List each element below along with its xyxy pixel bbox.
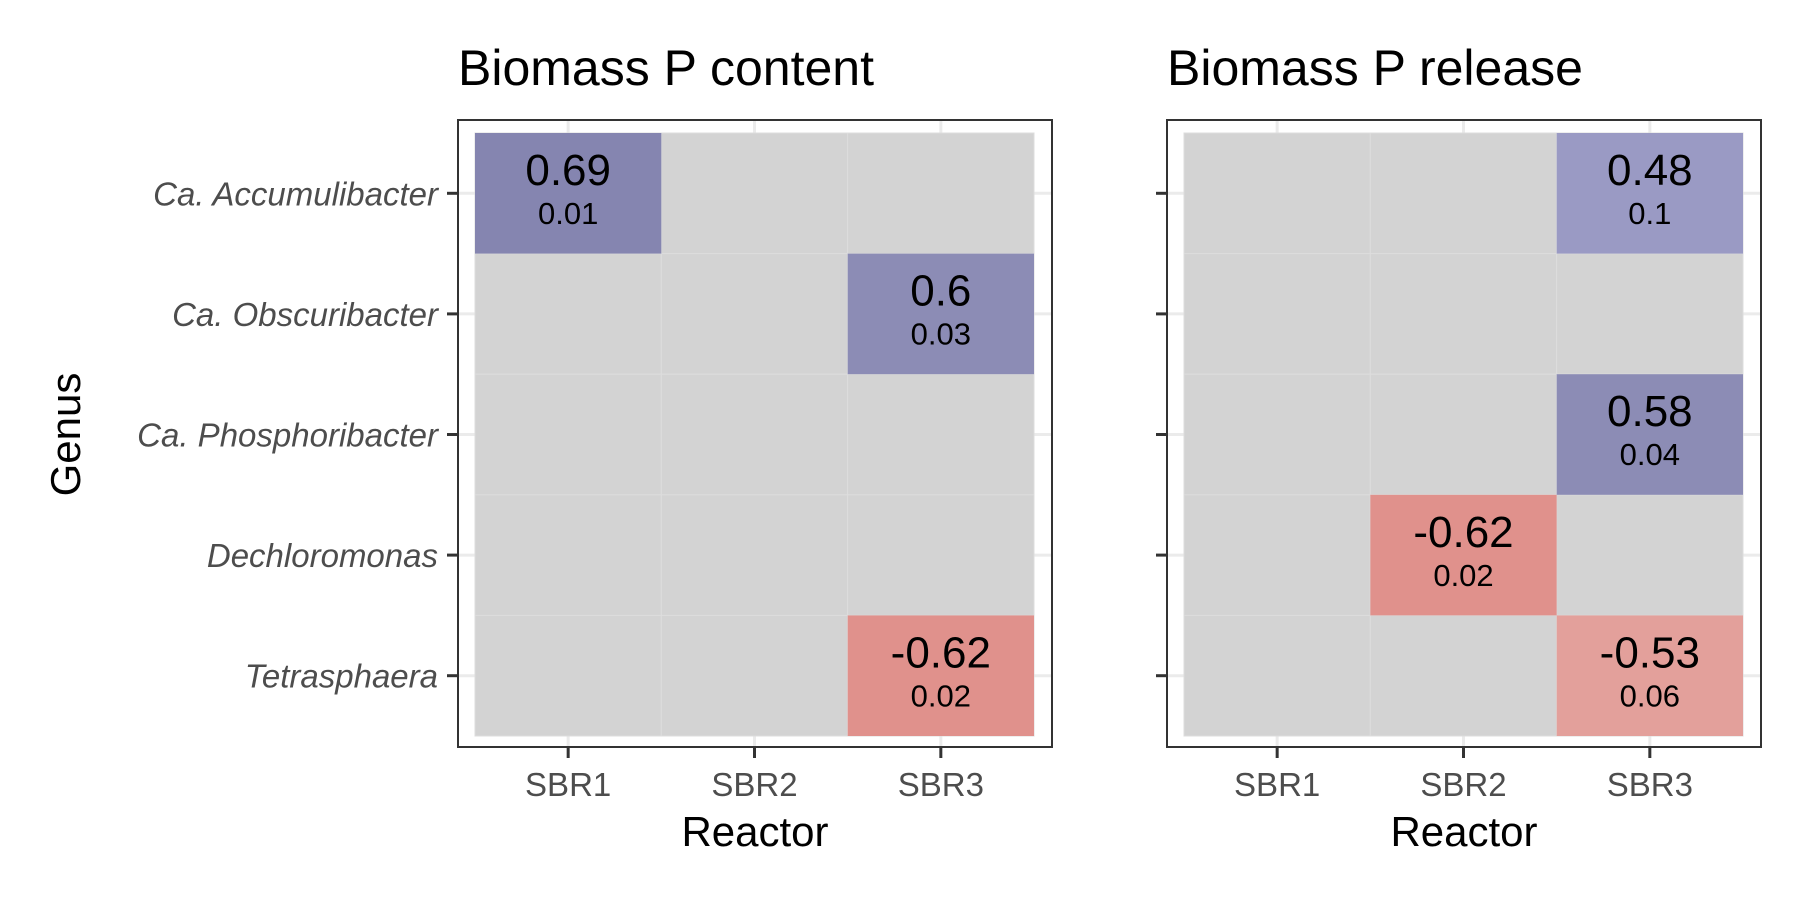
heatmap-cell-empty <box>1369 373 1558 496</box>
panel-title: Biomass P release <box>1167 40 1583 96</box>
x-tick-label: SBR1 <box>525 766 611 803</box>
cell-value-label: 0.58 <box>1607 387 1693 436</box>
cell-pvalue-label: 0.01 <box>538 196 598 231</box>
heatmap-cell-empty <box>1183 373 1371 496</box>
heatmap-cell-empty <box>1183 494 1371 616</box>
x-axis-title: Reactor <box>1390 808 1537 855</box>
heatmap-cell-empty <box>1556 253 1744 375</box>
heatmap-cell-group: -0.620.02 <box>847 615 1034 736</box>
heatmap-cell-empty <box>474 373 662 496</box>
heatmap-cell-empty <box>847 132 1035 255</box>
x-tick-label: SBR3 <box>1607 766 1693 803</box>
cell-pvalue-label: 0.02 <box>911 678 971 713</box>
cell-value-label: 0.48 <box>1607 146 1693 195</box>
heatmap-cell-group: 0.480.1 <box>1556 133 1743 254</box>
y-tick-label: Dechloromonas <box>207 537 438 574</box>
cell-pvalue-label: 0.03 <box>911 317 971 352</box>
y-tick-label: Ca. Accumulibacter <box>153 175 440 212</box>
heatmap-cell <box>1556 133 1743 254</box>
heatmap-cell <box>1556 374 1743 495</box>
cell-pvalue-label: 0.1 <box>1628 196 1671 231</box>
heatmap-cell <box>1370 494 1557 616</box>
heatmap-cell-empty <box>1369 614 1558 737</box>
heatmap-cell <box>847 253 1034 375</box>
heatmap-cell-empty <box>474 614 662 737</box>
panel-2: Biomass P release0.480.10.580.04-0.620.0… <box>1156 40 1762 855</box>
heatmap-cell-group: -0.620.02 <box>1370 494 1557 616</box>
heatmap-cell-group: 0.690.01 <box>475 133 662 254</box>
heatmap-cell-group: -0.530.06 <box>1556 615 1743 736</box>
x-tick-label: SBR2 <box>1420 766 1506 803</box>
cell-pvalue-label: 0.04 <box>1620 437 1680 472</box>
heatmap-cell <box>1556 615 1743 736</box>
panel-1: Biomass P content0.690.010.60.03-0.620.0… <box>137 40 1053 855</box>
heatmap-cell-group: 0.60.03 <box>847 253 1034 375</box>
panel-title: Biomass P content <box>458 40 874 96</box>
heatmap-cell-empty <box>847 373 1035 496</box>
heatmap-cell <box>475 133 662 254</box>
x-tick-label: SBR1 <box>1234 766 1320 803</box>
cell-value-label: -0.62 <box>1413 508 1513 557</box>
heatmap-cell-empty <box>474 494 662 616</box>
y-axis-title: Genus <box>42 373 89 497</box>
y-tick-label: Ca. Obscuribacter <box>172 296 440 333</box>
x-tick-label: SBR3 <box>898 766 984 803</box>
heatmap-cell-empty <box>1556 494 1744 616</box>
heatmap-cell-empty <box>660 253 849 375</box>
cell-value-label: 0.6 <box>910 267 971 316</box>
y-tick-label: Tetrasphaera <box>245 658 438 695</box>
x-tick-label: SBR2 <box>711 766 797 803</box>
heatmap-cell-empty <box>1183 614 1371 737</box>
heatmap-cell-group: 0.580.04 <box>1556 374 1743 495</box>
cell-pvalue-label: 0.06 <box>1620 678 1680 713</box>
x-axis-title: Reactor <box>681 808 828 855</box>
heatmap-cell-empty <box>1183 132 1371 255</box>
heatmap-cell-empty <box>660 373 849 496</box>
cell-value-label: 0.69 <box>525 146 611 195</box>
heatmap-cell-empty <box>660 494 849 616</box>
heatmap-cell-empty <box>660 614 849 737</box>
heatmap-cell-empty <box>1183 253 1371 375</box>
heatmap-cell-empty <box>1369 132 1558 255</box>
cell-pvalue-label: 0.02 <box>1433 558 1493 593</box>
heatmap-cell-empty <box>847 494 1035 616</box>
cell-value-label: -0.62 <box>891 628 991 677</box>
heatmap-cell-empty <box>1369 253 1558 375</box>
heatmap-cell <box>847 615 1034 736</box>
y-tick-label: Ca. Phosphoribacter <box>137 417 440 454</box>
heatmap-cell-empty <box>474 253 662 375</box>
cell-value-label: -0.53 <box>1600 628 1700 677</box>
heatmap-cell-empty <box>660 132 849 255</box>
